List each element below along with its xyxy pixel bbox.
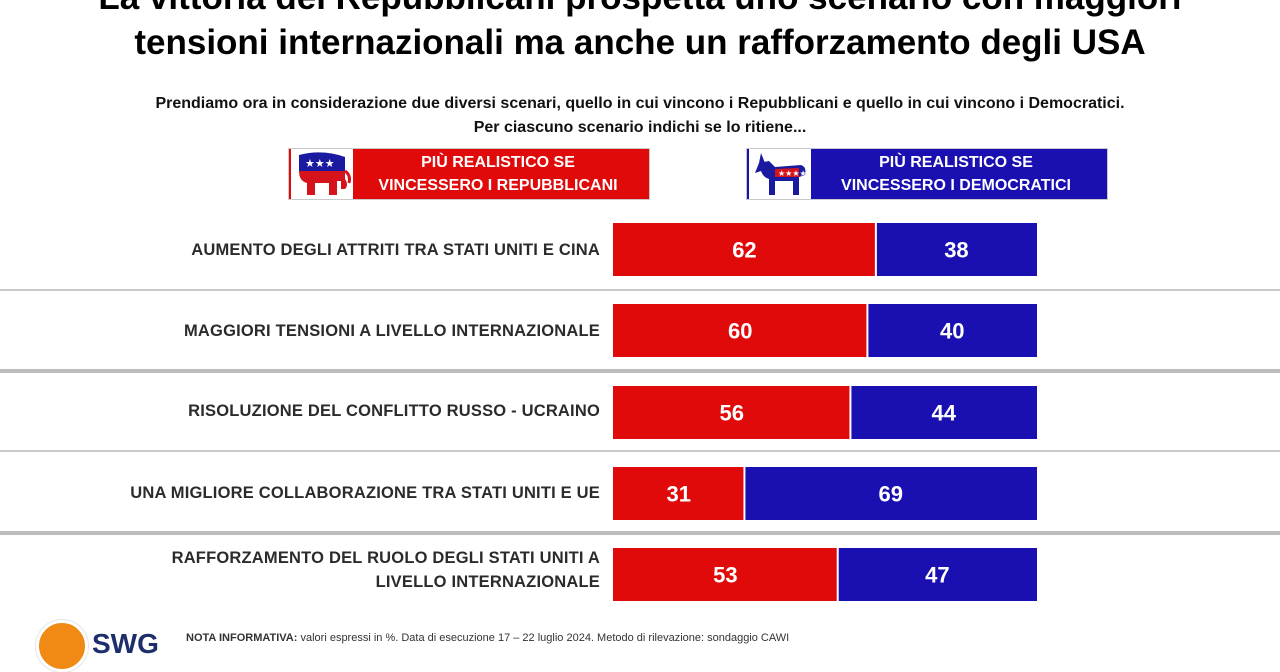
- row-divider: [0, 289, 1280, 291]
- bar-democrat: [850, 386, 1037, 439]
- legend-republican-label: PIÙ REALISTICO SE VINCESSERO I REPUBBLIC…: [378, 154, 618, 194]
- bar-republican: [613, 467, 745, 520]
- bar-democrat: [837, 548, 1037, 601]
- group-divider: [0, 531, 1280, 535]
- bar-democrat: [867, 304, 1037, 357]
- svg-text:★★★★: ★★★★: [778, 169, 807, 178]
- chart-title-line-2: tensioni internazionali ma anche un raff…: [134, 23, 1146, 62]
- data-label-democrat: 38: [944, 238, 968, 263]
- category-label: MAGGIORI TENSIONI A LIVELLO INTERNAZIONA…: [183, 322, 600, 340]
- republican-elephant-icon: ★★★: [291, 149, 353, 199]
- data-label-republican: 60: [728, 319, 752, 344]
- bar-republican: [613, 223, 876, 276]
- svg-text:★★★: ★★★: [305, 157, 335, 170]
- footer-brand: SWG: [92, 628, 159, 659]
- category-label: RAFFORZAMENTO DEL RUOLO DEGLI STATI UNIT…: [171, 549, 600, 591]
- legend-democrat-label: PIÙ REALISTICO SE VINCESSERO I DEMOCRATI…: [841, 154, 1071, 194]
- swg-logo-icon: [36, 620, 88, 672]
- footer-note: NOTA INFORMATIVA: valori espressi in %. …: [186, 632, 790, 644]
- data-label-democrat: 40: [940, 319, 964, 344]
- row-divider: [0, 450, 1280, 452]
- bar-democrat: [875, 223, 1037, 276]
- chart-title-line-1: La vittoria dei Repubblicani prospetta u…: [0, 0, 1280, 20]
- group-divider: [0, 369, 1280, 373]
- question-text-line-1: Prendiamo ora in considerazione due dive…: [155, 95, 1125, 112]
- category-label: RISOLUZIONE DEL CONFLITTO RUSSO - UCRAIN…: [188, 402, 600, 420]
- data-label-republican: 56: [719, 401, 743, 426]
- category-label: AUMENTO DEGLI ATTRITI TRA STATI UNITI E …: [191, 241, 600, 259]
- data-label-democrat: 69: [878, 482, 902, 507]
- stacked-bar-chart: 62 38 60 40 56 44 31 69 53 47: [613, 223, 1037, 601]
- bar-republican: [613, 304, 868, 357]
- bar-republican: [613, 548, 838, 601]
- data-label-republican: 31: [666, 482, 690, 507]
- bar-republican: [613, 386, 851, 439]
- question-text-line-2: Per ciascuno scenario indichi se lo riti…: [473, 119, 807, 136]
- data-label-republican: 53: [713, 563, 737, 588]
- data-label-democrat: 47: [925, 563, 949, 588]
- legend-democrat: ★★★★ PIÙ REALISTICO SE VINCESSERO I DEMO…: [746, 148, 1108, 200]
- legend-republican: ★★★ PIÙ REALISTICO SE VINCESSERO I REPUB…: [288, 148, 650, 200]
- category-label: UNA MIGLIORE COLLABORAZIONE TRA STATI UN…: [130, 484, 600, 502]
- data-label-democrat: 44: [931, 401, 956, 426]
- democrat-donkey-icon: ★★★★: [749, 149, 811, 199]
- bar-democrat: [744, 467, 1037, 520]
- data-label-republican: 62: [732, 238, 756, 263]
